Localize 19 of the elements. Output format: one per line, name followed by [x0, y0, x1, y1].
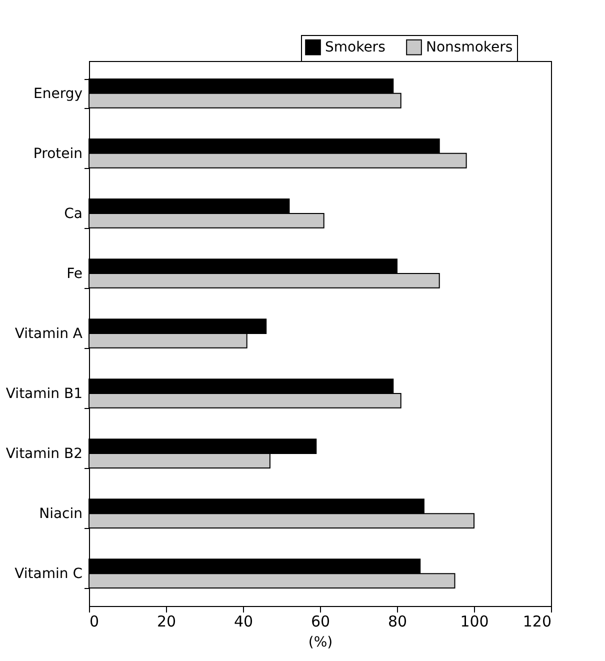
x-tick-label: 20 [156, 612, 176, 630]
y-tick-label: Fe [66, 266, 82, 282]
legend-label: Nonsmokers [426, 39, 513, 56]
x-tick-label: 40 [234, 612, 254, 630]
y-tick-label: Ca [64, 206, 82, 222]
y-tick-label: Vitamin A [14, 326, 83, 342]
x-tick-label: 0 [90, 612, 100, 630]
x-tick-label: 120 [522, 612, 552, 630]
legend-label: Smokers [325, 39, 386, 56]
y-tick-label: Niacin [39, 506, 82, 522]
y-tick-label: Vitamin C [14, 566, 83, 582]
y-tick-label: Energy [33, 86, 82, 102]
x-axis-title: (%) [308, 634, 333, 650]
y-tick-label: Vitamin B2 [6, 446, 82, 462]
x-tick-label: 100 [460, 612, 489, 630]
x-tick-label: 80 [388, 612, 408, 630]
y-tick-label: Protein [33, 146, 82, 162]
x-tick-label: 60 [310, 612, 330, 630]
y-tick-label: Vitamin B1 [6, 386, 82, 402]
